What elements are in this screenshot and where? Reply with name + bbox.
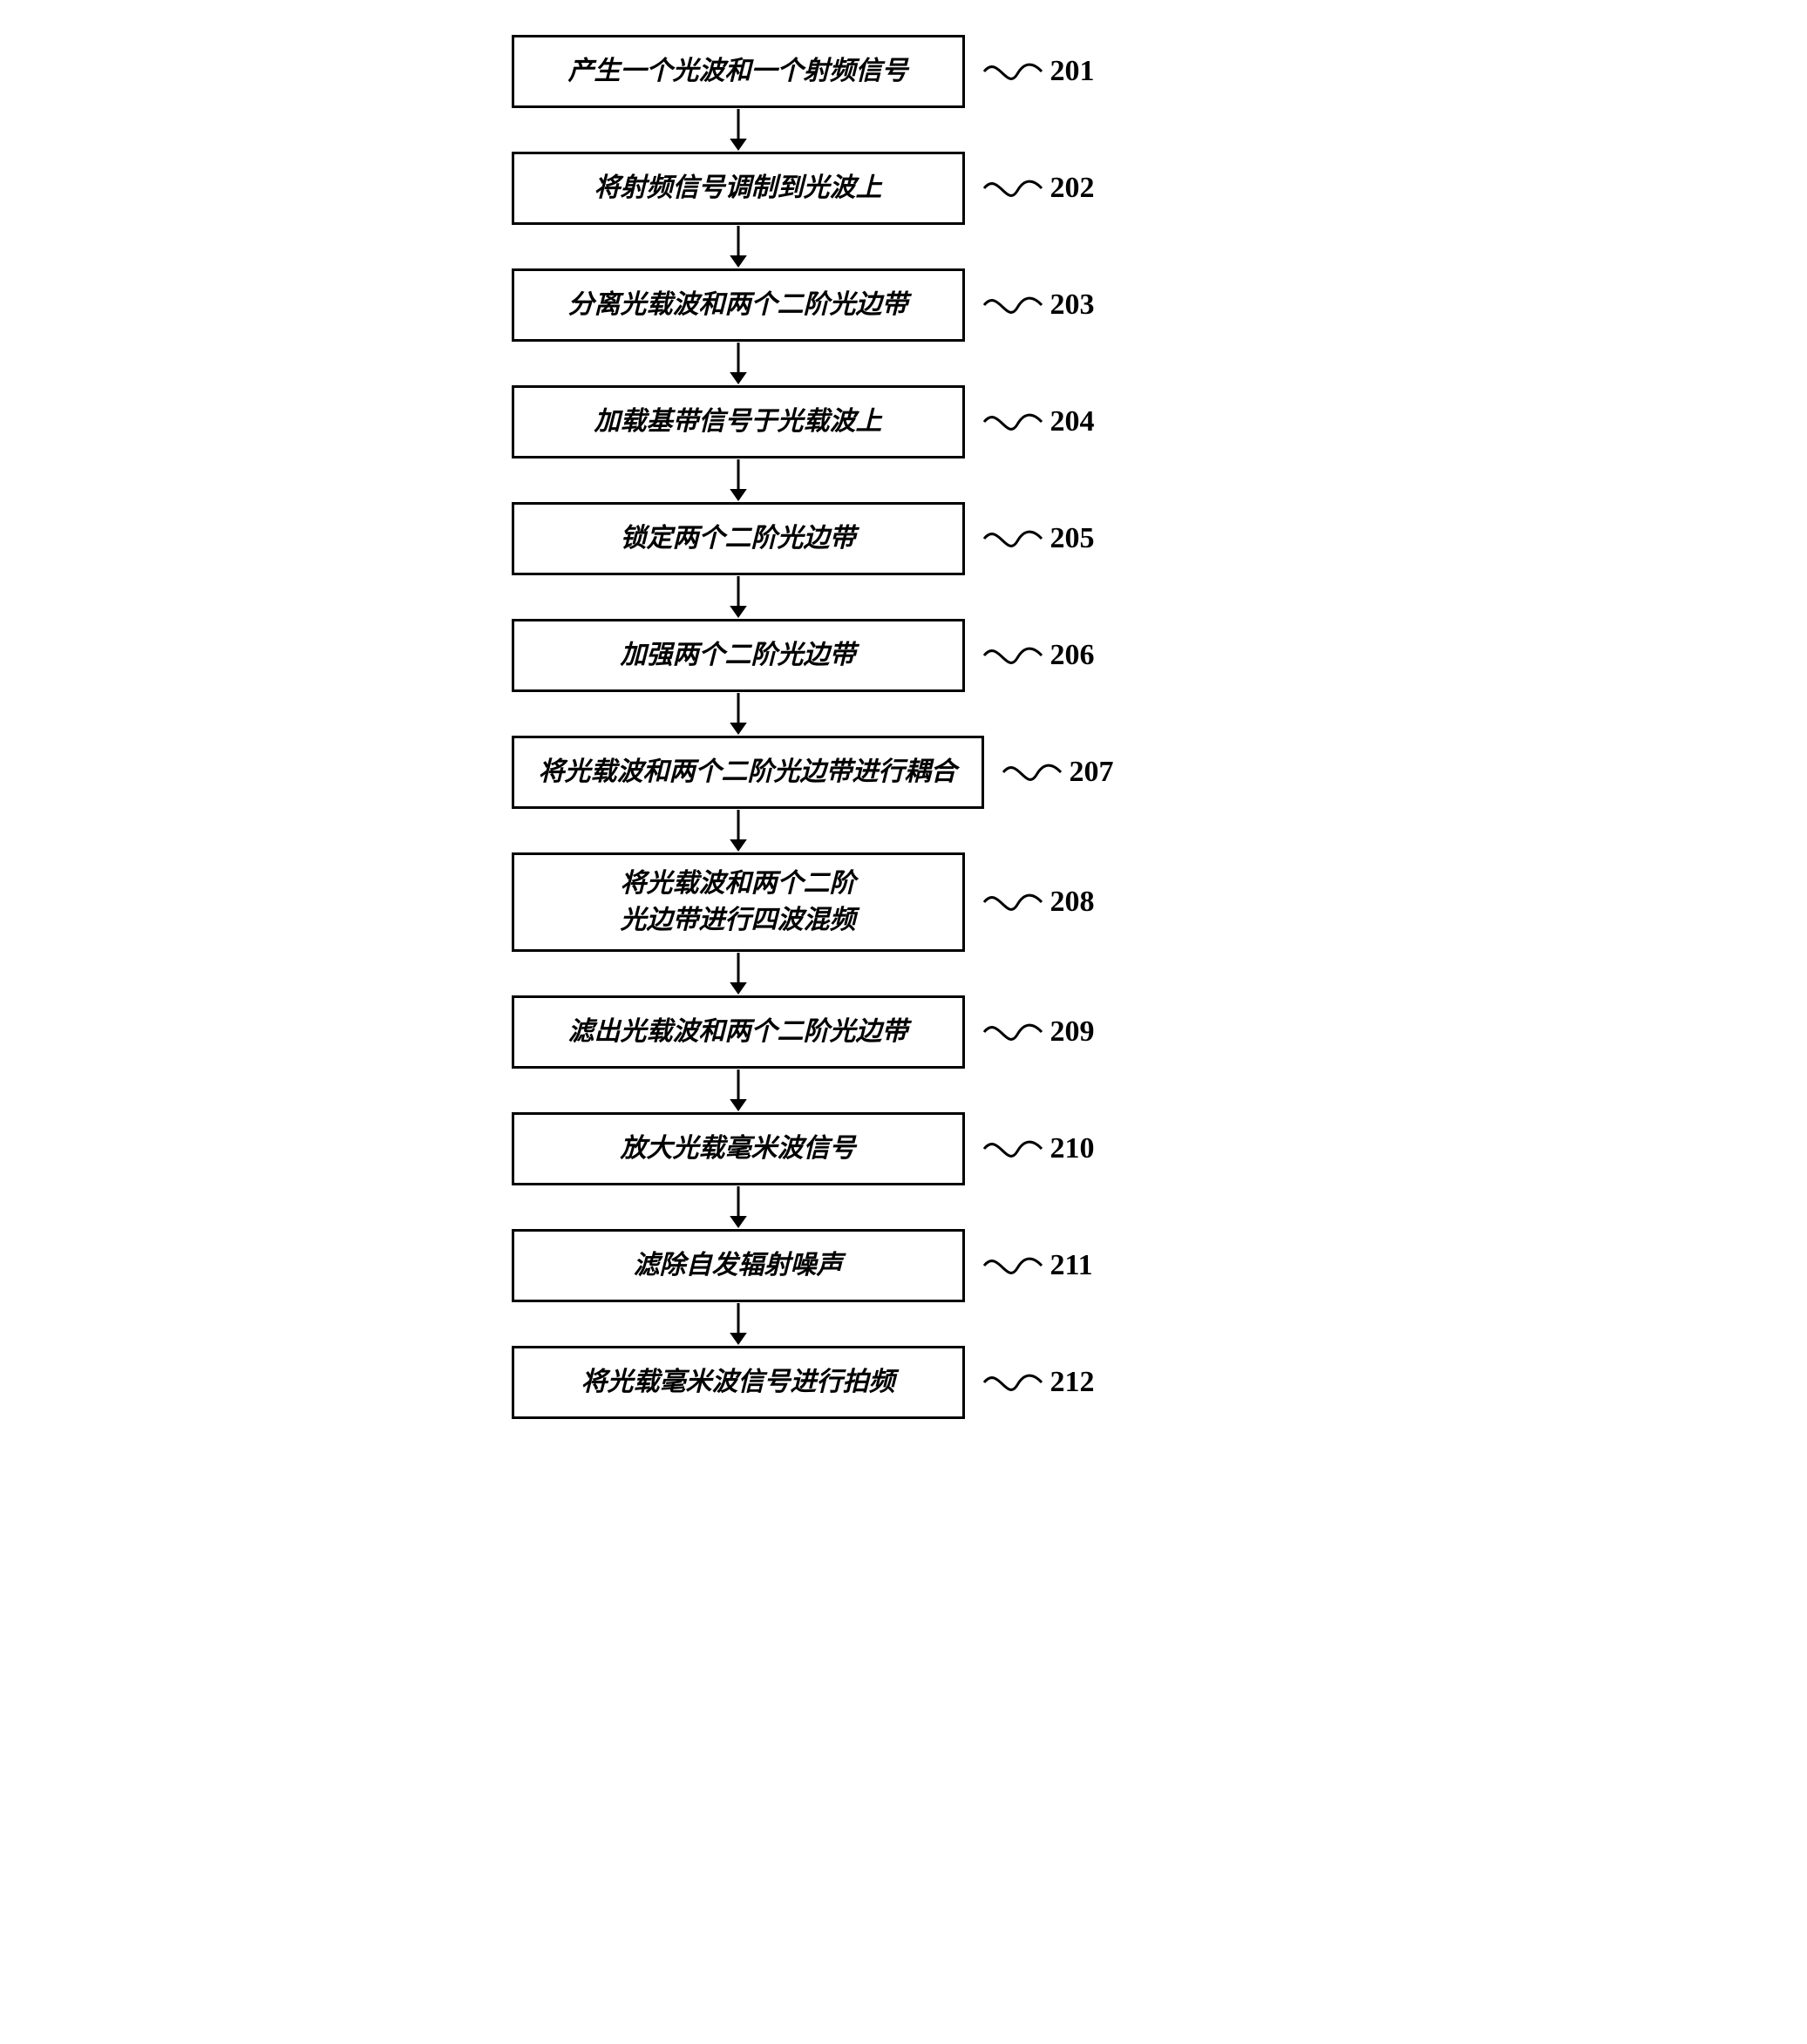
step-number: 202 bbox=[1050, 172, 1095, 205]
step-box: 加载基带信号于光载波上 bbox=[512, 385, 965, 458]
step-number: 203 bbox=[1050, 289, 1095, 322]
flowchart-step-209: 滤出光载波和两个二阶光边带 209 bbox=[512, 995, 1296, 1069]
step-box: 将光载波和两个二阶光边带进行耦合 bbox=[512, 736, 984, 809]
step-label-wrapper: 203 bbox=[982, 283, 1095, 327]
step-box: 产生一个光波和一个射频信号 bbox=[512, 35, 965, 108]
step-number: 206 bbox=[1050, 639, 1095, 672]
flow-arrow bbox=[512, 693, 965, 735]
step-label-wrapper: 204 bbox=[982, 400, 1095, 444]
step-label-wrapper: 206 bbox=[982, 634, 1095, 677]
step-box: 将射频信号调制到光波上 bbox=[512, 152, 965, 225]
step-box: 将光载毫米波信号进行拍频 bbox=[512, 1346, 965, 1419]
flowchart-step-211: 滤除自发辐射噪声 211 bbox=[512, 1229, 1296, 1302]
step-label-wrapper: 201 bbox=[982, 50, 1095, 93]
step-label-wrapper: 210 bbox=[982, 1127, 1095, 1171]
flowchart-step-212: 将光载毫米波信号进行拍频 212 bbox=[512, 1346, 1296, 1419]
step-number: 204 bbox=[1050, 405, 1095, 438]
step-label-wrapper: 209 bbox=[982, 1010, 1095, 1054]
flow-arrow bbox=[512, 109, 965, 151]
flow-arrow bbox=[512, 1070, 965, 1111]
flowchart-step-210: 放大光载毫米波信号 210 bbox=[512, 1112, 1296, 1185]
step-box: 分离光载波和两个二阶光边带 bbox=[512, 268, 965, 342]
flow-arrow bbox=[512, 226, 965, 268]
step-label-wrapper: 205 bbox=[982, 517, 1095, 560]
step-label-wrapper: 208 bbox=[982, 880, 1095, 924]
flow-arrow bbox=[512, 343, 965, 384]
flowchart-step-201: 产生一个光波和一个射频信号 201 bbox=[512, 35, 1296, 108]
flow-arrow bbox=[512, 459, 965, 501]
flowchart-step-208: 将光载波和两个二阶 光边带进行四波混频 208 bbox=[512, 852, 1296, 952]
flow-arrow bbox=[512, 1186, 965, 1228]
flowchart-step-204: 加载基带信号于光载波上 204 bbox=[512, 385, 1296, 458]
step-label-wrapper: 202 bbox=[982, 166, 1095, 210]
step-number: 210 bbox=[1050, 1132, 1095, 1165]
step-label-wrapper: 212 bbox=[982, 1361, 1095, 1404]
flowchart-container: 产生一个光波和一个射频信号201000将射频信号调制到光波上202000分离光载… bbox=[512, 35, 1296, 1419]
step-label-wrapper: 207 bbox=[1002, 750, 1114, 794]
step-number: 212 bbox=[1050, 1366, 1095, 1399]
flowchart-step-205: 锁定两个二阶光边带 205 bbox=[512, 502, 1296, 575]
flow-arrow bbox=[512, 953, 965, 995]
flow-arrow bbox=[512, 576, 965, 618]
step-box: 锁定两个二阶光边带 bbox=[512, 502, 965, 575]
flowchart-step-207: 将光载波和两个二阶光边带进行耦合 207 bbox=[512, 736, 1296, 809]
flow-arrow bbox=[512, 810, 965, 852]
step-number: 205 bbox=[1050, 522, 1095, 555]
flow-arrow bbox=[512, 1303, 965, 1345]
step-number: 207 bbox=[1070, 756, 1114, 789]
step-label-wrapper: 211 bbox=[982, 1244, 1093, 1287]
step-number: 201 bbox=[1050, 55, 1095, 88]
step-number: 209 bbox=[1050, 1015, 1095, 1049]
step-box: 滤除自发辐射噪声 bbox=[512, 1229, 965, 1302]
step-number: 208 bbox=[1050, 886, 1095, 919]
step-box: 滤出光载波和两个二阶光边带 bbox=[512, 995, 965, 1069]
flowchart-step-202: 将射频信号调制到光波上 202 bbox=[512, 152, 1296, 225]
step-box: 将光载波和两个二阶 光边带进行四波混频 bbox=[512, 852, 965, 952]
flowchart-step-206: 加强两个二阶光边带 206 bbox=[512, 619, 1296, 692]
flowchart-step-203: 分离光载波和两个二阶光边带 203 bbox=[512, 268, 1296, 342]
step-box: 加强两个二阶光边带 bbox=[512, 619, 965, 692]
step-box: 放大光载毫米波信号 bbox=[512, 1112, 965, 1185]
step-number: 211 bbox=[1050, 1249, 1093, 1282]
